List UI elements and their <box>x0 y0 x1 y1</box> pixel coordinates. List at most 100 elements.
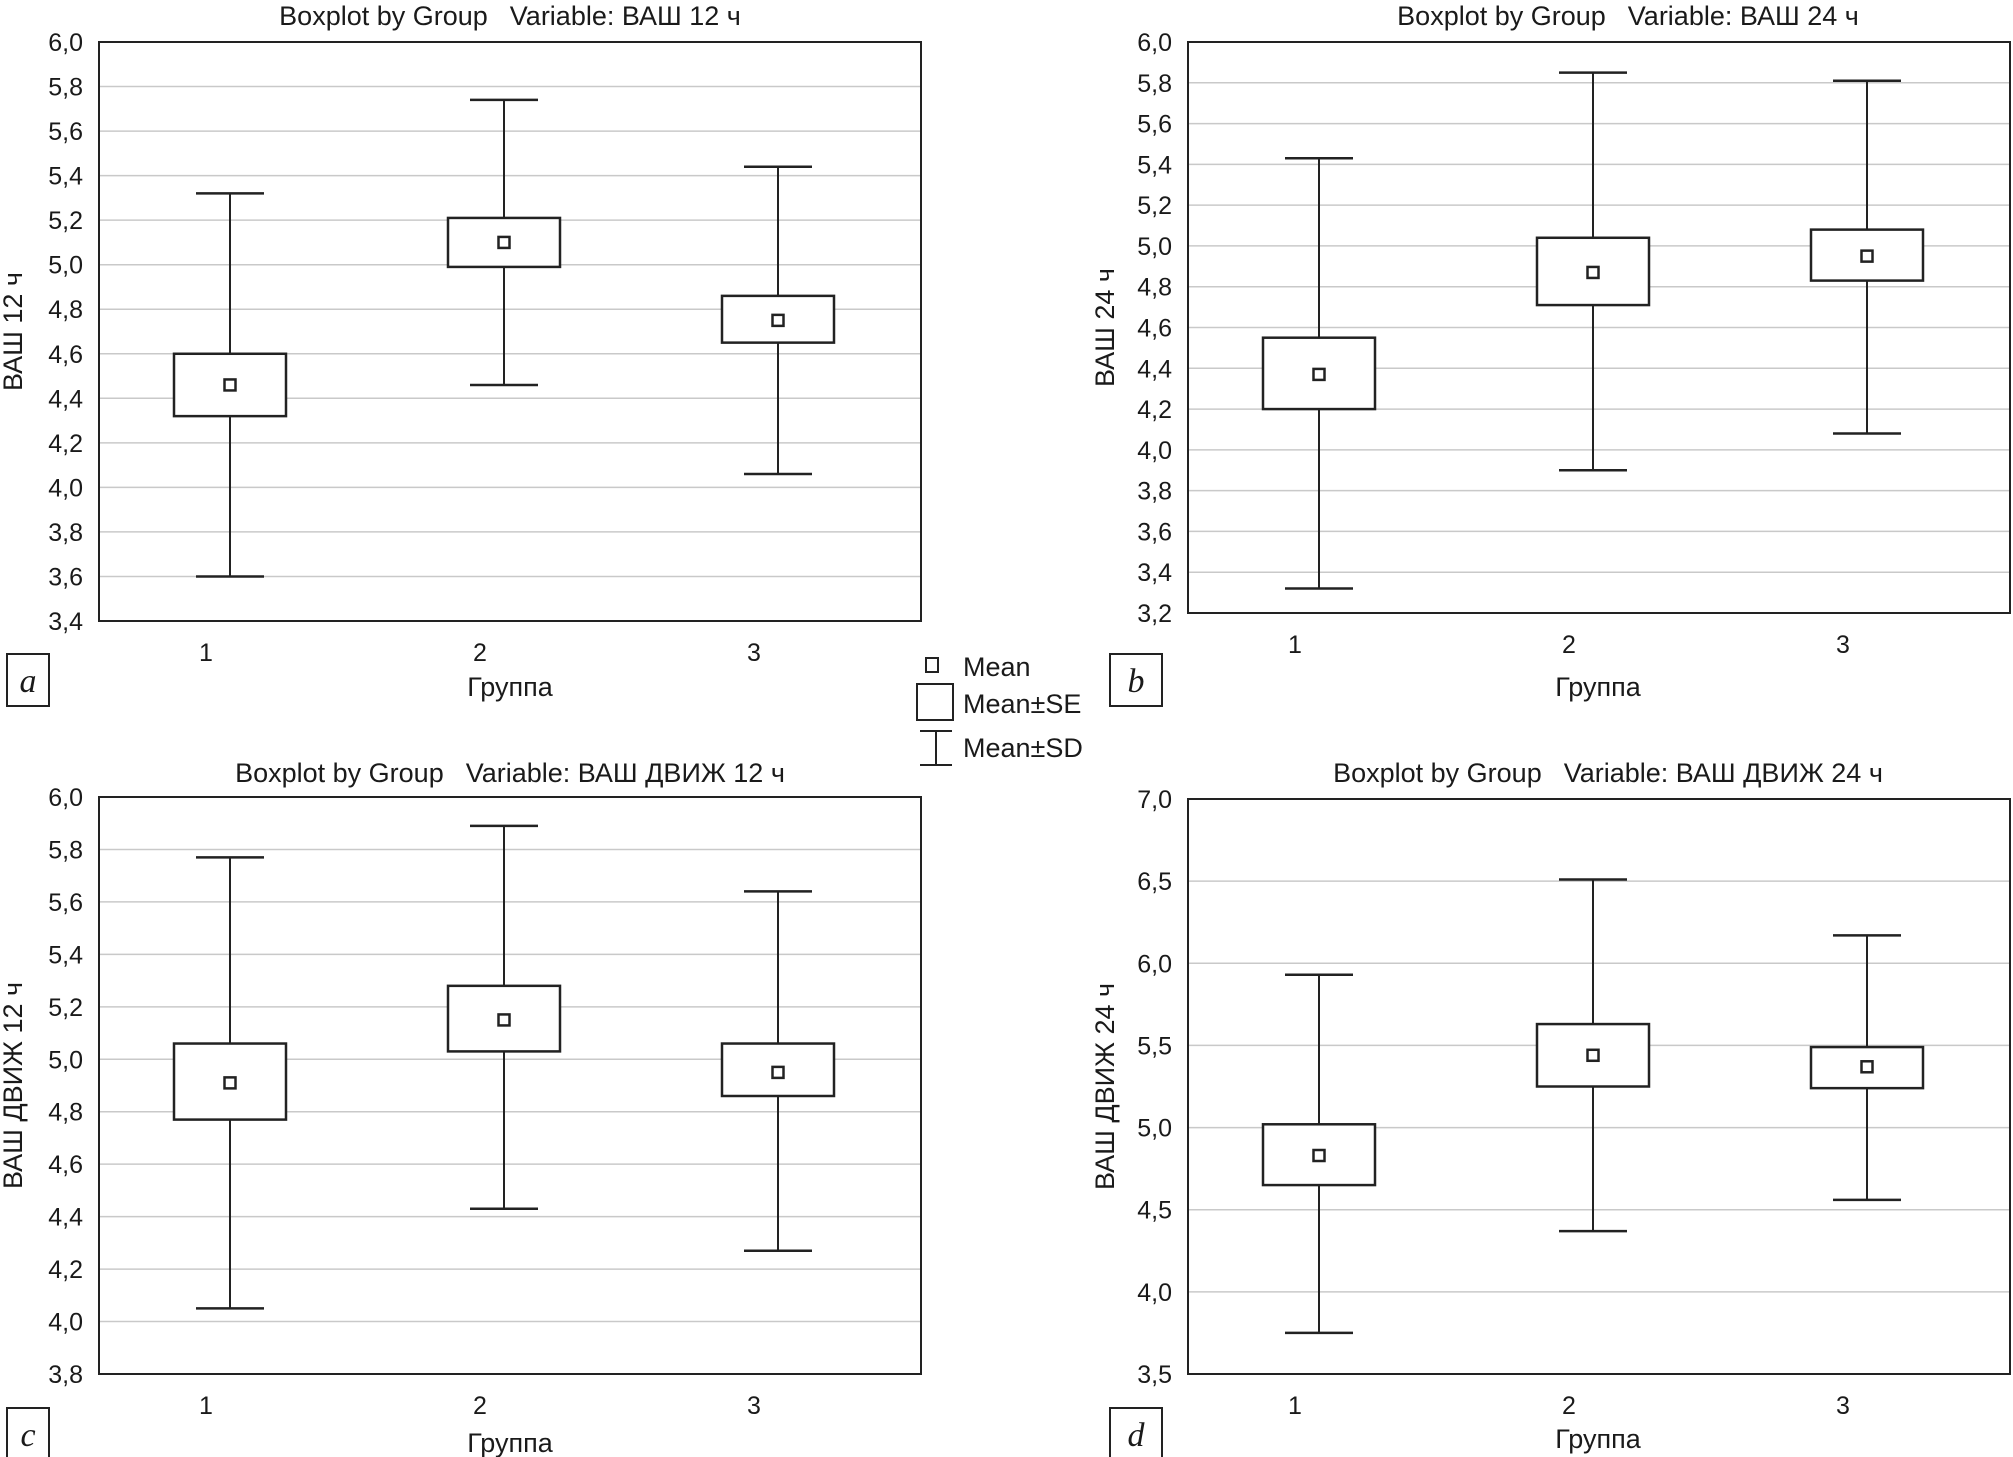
mean-marker <box>771 1065 785 1080</box>
y-tick-label: 5,2 <box>48 994 83 1022</box>
panel-d: Boxplot by Group Variable: ВАШ ДВИЖ 24 ч 3… <box>1090 758 2011 1457</box>
y-axis-label: ВАШ ДВИЖ 12 ч <box>0 982 28 1189</box>
x-tick-label: 3 <box>747 1392 761 1420</box>
mean-marker <box>1312 367 1326 382</box>
y-tick-label: 4,6 <box>1137 315 1172 343</box>
panel-letter-box <box>6 653 50 707</box>
plot-frame <box>98 41 922 622</box>
y-tick-label: 4,4 <box>48 1204 83 1232</box>
legend-mean-label: Mean <box>963 652 1031 682</box>
y-tick-label: 6,5 <box>1137 868 1172 896</box>
legend-sd-label: Mean±SD <box>963 733 1083 763</box>
y-tick-label: 5,2 <box>48 207 83 235</box>
group-3-box <box>720 890 836 1252</box>
y-tick-label: 5,0 <box>48 1046 83 1074</box>
group-1-box <box>172 192 288 578</box>
y-tick-label: 4,8 <box>1137 274 1172 302</box>
plot-frame <box>1187 798 2011 1375</box>
y-tick-label: 3,4 <box>1137 559 1172 587</box>
x-axis-label: Группа <box>1555 672 1642 702</box>
x-tick-label: 1 <box>1288 631 1302 659</box>
se-box <box>1261 336 1377 411</box>
legend-sd-marker <box>920 730 952 766</box>
y-tick-label: 5,8 <box>48 74 83 102</box>
y-tick-label: 5,8 <box>48 836 83 864</box>
x-tick-label: 3 <box>747 639 761 667</box>
chart-title: Boxplot by Group Variable: ВАШ ДВИЖ 24 ч <box>1333 758 1883 788</box>
group-3-box <box>1809 79 1925 435</box>
y-tick-label: 5,5 <box>1137 1032 1172 1060</box>
y-tick-label: 5,4 <box>48 941 83 969</box>
panel-letter: a <box>20 663 37 700</box>
y-tick-label: 3,8 <box>48 1361 83 1389</box>
mean-marker <box>1586 265 1600 280</box>
y-tick-label: 7,0 <box>1137 786 1172 814</box>
plot-frame <box>1187 41 2011 614</box>
group-1-box <box>1261 156 1377 590</box>
plot-frame <box>98 796 922 1375</box>
group-2-box <box>446 98 562 387</box>
y-tick-label: 5,6 <box>48 889 83 917</box>
y-tick-label: 4,8 <box>48 296 83 324</box>
y-tick-label: 4,0 <box>1137 437 1172 465</box>
y-tick-label: 5,0 <box>1137 1115 1172 1143</box>
mean-marker <box>771 313 785 328</box>
y-axis-label: ВАШ 24 ч <box>1090 268 1120 387</box>
mean-marker <box>1860 1060 1874 1074</box>
y-tick-label: 3,6 <box>1137 518 1172 546</box>
panel-letter: d <box>1128 1417 1146 1454</box>
y-tick-label: 4,6 <box>48 1151 83 1179</box>
chart-title-prefix: Boxplot by Group <box>279 1 488 31</box>
x-tick-label: 3 <box>1836 631 1850 659</box>
panel-b: Boxplot by Group Variable: ВАШ 24 ч 3,2 3,4… <box>1090 1 2011 707</box>
panel-c: Boxplot by Group Variable: ВАШ ДВИЖ 12 ч 3… <box>0 758 922 1457</box>
y-tick-label: 6,0 <box>1137 950 1172 978</box>
group-1-box <box>1261 973 1377 1335</box>
y-tick-label: 4,4 <box>1137 355 1172 383</box>
x-tick-label: 1 <box>1288 1392 1302 1420</box>
panel-letter-box <box>1109 1407 1163 1457</box>
chart-title-prefix: Boxplot by Group <box>1333 758 1542 788</box>
y-tick-label: 3,8 <box>48 519 83 547</box>
x-tick-label: 2 <box>1562 1392 1576 1420</box>
y-tick-label: 3,6 <box>48 563 83 591</box>
y-tick-label: 6,0 <box>48 29 83 57</box>
chart-title-variable: Variable: ВАШ 24 ч <box>1628 1 1859 31</box>
y-tick-label: 4,4 <box>48 385 83 413</box>
y-tick-label: 4,0 <box>48 474 83 502</box>
y-tick-label: 4,0 <box>1137 1279 1172 1307</box>
chart-title-variable: Variable: ВАШ ДВИЖ 24 ч <box>1564 758 1883 788</box>
chart-title-prefix: Boxplot by Group <box>1397 1 1606 31</box>
group-2-box <box>1535 71 1651 472</box>
y-tick-label: 3,4 <box>48 608 83 636</box>
mean-marker <box>1586 1048 1600 1063</box>
mean-marker <box>223 378 237 392</box>
x-axis-label: Группа <box>467 672 554 702</box>
y-tick-label: 3,5 <box>1137 1361 1172 1389</box>
y-axis-label: ВАШ 12 ч <box>0 272 28 391</box>
x-tick-label: 2 <box>1562 631 1576 659</box>
x-tick-label: 1 <box>199 1392 213 1420</box>
y-tick-label: 4,6 <box>48 341 83 369</box>
mean-marker <box>1860 249 1874 263</box>
chart-title-prefix: Boxplot by Group <box>235 758 444 788</box>
x-tick-label: 2 <box>473 1392 487 1420</box>
y-tick-label: 5,2 <box>1137 192 1172 220</box>
legend-se-marker <box>916 683 954 721</box>
y-tick-label: 4,2 <box>1137 396 1172 424</box>
y-tick-label: 6,0 <box>48 784 83 812</box>
panel-a: Boxplot by Group Variable: ВАШ 12 ч 3,4 3,6… <box>0 1 922 707</box>
y-tick-label: 5,4 <box>48 163 83 191</box>
chart-title: Boxplot by Group Variable: ВАШ 12 ч <box>279 1 741 31</box>
y-tick-label: 5,0 <box>48 252 83 280</box>
x-tick-label: 2 <box>473 639 487 667</box>
group-2-box <box>446 824 562 1211</box>
panel-letter-box <box>1109 653 1163 707</box>
y-tick-label: 4,5 <box>1137 1197 1172 1225</box>
mean-marker <box>223 1076 237 1090</box>
panel-letter: b <box>1128 663 1145 700</box>
mean-marker <box>497 235 511 250</box>
y-tick-label: 5,6 <box>48 118 83 146</box>
y-tick-label: 5,6 <box>1137 111 1172 139</box>
